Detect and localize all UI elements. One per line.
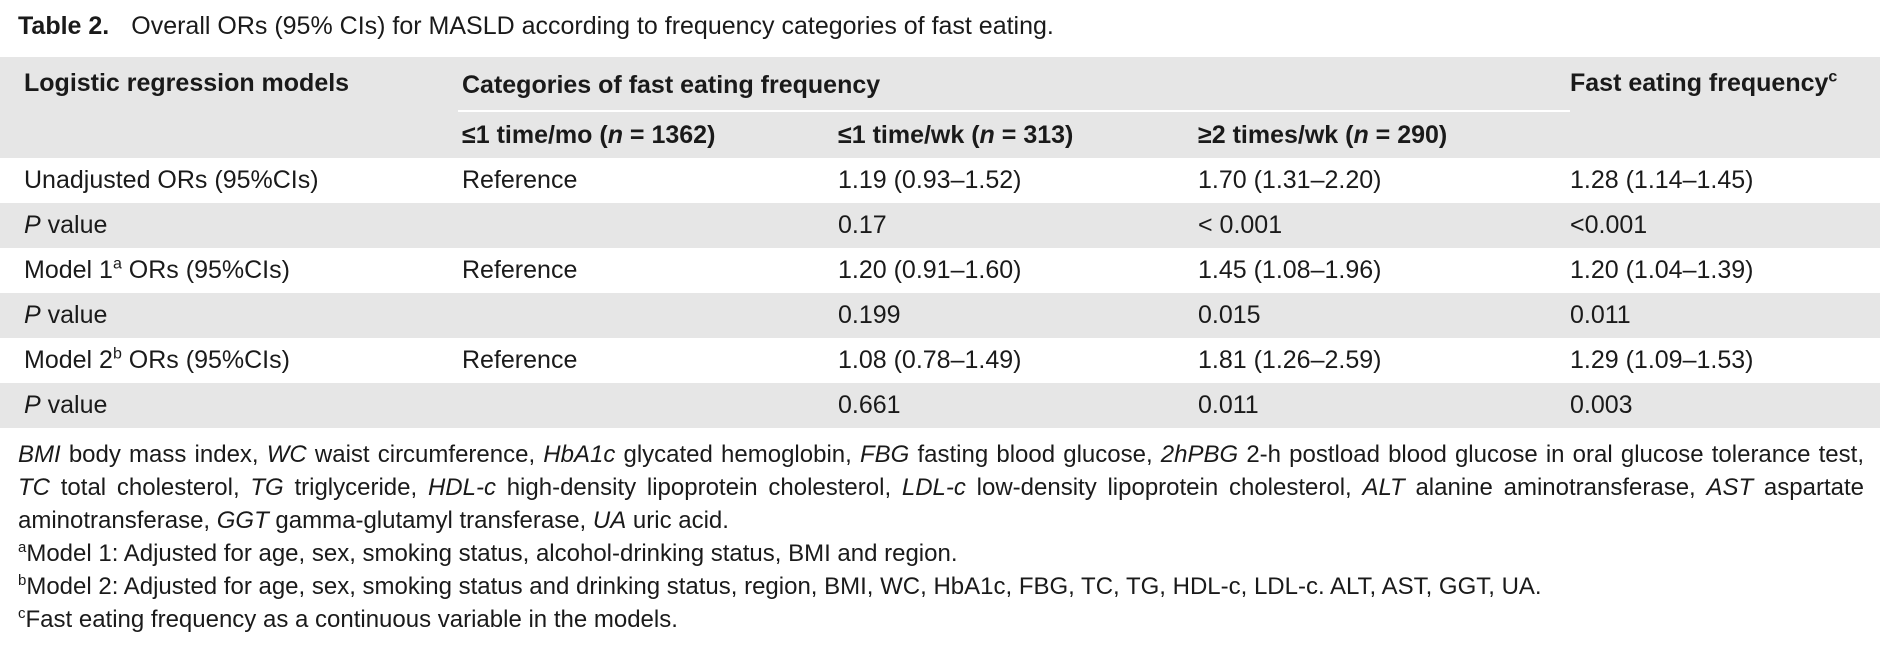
abbreviation-definition: fasting blood glucose,	[909, 441, 1161, 468]
abbreviation: LDL-c	[901, 474, 966, 501]
abbreviation-definition: total cholesterol,	[50, 474, 251, 501]
abbreviations-paragraph: BMI body mass index, WC waist circumfere…	[18, 438, 1864, 537]
cell-c5: 0.003	[1570, 391, 1633, 419]
header-row-1: Logistic regression models Categories of…	[0, 57, 1880, 113]
abbreviation-definition: gamma-glutamyl transferase,	[268, 507, 593, 534]
cell-c3: 0.17	[838, 211, 887, 239]
row-label: P value	[24, 301, 108, 329]
abbreviation-definition: low-density lipoprotein cholesterol,	[965, 474, 1363, 501]
cell-c5: 1.20 (1.04–1.39)	[1570, 256, 1754, 284]
cell-c2: Reference	[462, 166, 578, 194]
cell-c4: 1.70 (1.31–2.20)	[1198, 166, 1382, 194]
cell-c2: Reference	[462, 346, 578, 374]
abbreviation-definition: triglyceride,	[283, 474, 428, 501]
header-frequency: Fast eating frequencyc	[1570, 68, 1838, 97]
cell-c4: 0.011	[1198, 391, 1259, 419]
results-table: Logistic regression models Categories of…	[0, 57, 1880, 428]
abbreviation: AST	[1706, 474, 1754, 501]
abbreviation: GGT	[216, 507, 269, 534]
abbreviation: HDL-c	[427, 474, 496, 501]
abbreviation-definition: body mass index,	[60, 441, 267, 468]
abbreviation-definition: high-density lipoprotein cholesterol,	[495, 474, 902, 501]
table-body: Unadjusted ORs (95%CIs) Reference 1.19 (0.…	[0, 158, 1880, 428]
table-row: P value 0.199 0.015 0.011	[0, 293, 1880, 338]
row-label: P value	[24, 391, 108, 419]
abbreviation: 2hPBG	[1160, 441, 1239, 468]
abbreviation-definition: waist circumference,	[306, 441, 544, 468]
results-table-container: Logistic regression models Categories of…	[0, 57, 1880, 428]
table-row: P value 0.17 < 0.001 <0.001	[0, 203, 1880, 248]
footnote: bModel 2: Adjusted for age, sex, smoking…	[18, 572, 1542, 600]
table-title: Overall ORs (95% CIs) for MASLD accordin…	[131, 12, 1054, 40]
abbreviation: TC	[18, 474, 50, 501]
cell-c2	[458, 203, 838, 248]
cell-c5: 1.28 (1.14–1.45)	[1570, 166, 1754, 194]
header-sub-twice-weekly: ≥2 times/wk (n = 290)	[1198, 121, 1448, 149]
footnote: aModel 1: Adjusted for age, sex, smoking…	[18, 539, 958, 567]
cell-c3: 0.199	[838, 301, 901, 329]
row-label: Unadjusted ORs (95%CIs)	[24, 166, 319, 194]
cell-c3: 1.08 (0.78–1.49)	[838, 346, 1022, 374]
abbreviation: WC	[266, 441, 307, 468]
table-row: P value 0.661 0.011 0.003	[0, 383, 1880, 428]
cell-c4: 1.81 (1.26–2.59)	[1198, 346, 1382, 374]
abbreviation-definition: aspartate aminotransferase,	[18, 474, 1864, 534]
table-row: Model 2b ORs (95%CIs) Reference 1.08 (0.78…	[0, 338, 1880, 383]
abbreviation-definition: alanine aminotransferase,	[1404, 474, 1707, 501]
header-sub-weekly: ≤1 time/wk (n = 313)	[838, 121, 1074, 149]
cell-c5: 1.29 (1.09–1.53)	[1570, 346, 1754, 374]
table-row: Model 1a ORs (95%CIs) Reference 1.20 (0.91…	[0, 248, 1880, 293]
cell-c4: < 0.001	[1198, 211, 1283, 239]
footnote: cFast eating frequency as a continuous v…	[18, 605, 678, 633]
header-models: Logistic regression models	[24, 69, 350, 97]
abbreviation-definition: glycated hemoglobin,	[615, 441, 860, 468]
row-label: Model 2b ORs (95%CIs)	[24, 345, 290, 374]
cell-c3: 1.19 (0.93–1.52)	[838, 166, 1022, 194]
cell-c5: 0.011	[1570, 301, 1631, 329]
table-label: Table 2.	[18, 12, 110, 40]
cell-c2	[458, 293, 838, 338]
cell-c2: Reference	[462, 256, 578, 284]
abbreviation: HbA1c	[543, 441, 616, 468]
footnotes: aModel 1: Adjusted for age, sex, smoking…	[18, 537, 1864, 636]
abbreviation: BMI	[18, 441, 61, 468]
abbreviation: UA	[592, 507, 627, 534]
abbreviation: TG	[250, 474, 284, 501]
row-label: P value	[24, 211, 108, 239]
abbreviation: ALT	[1362, 474, 1405, 501]
table-notes: BMI body mass index, WC waist circumfere…	[18, 438, 1864, 636]
abbreviation-definition: 2-h postload blood glucose in oral gluco…	[1238, 441, 1864, 468]
abbreviation: FBG	[859, 441, 910, 468]
cell-c4: 0.015	[1198, 301, 1261, 329]
cell-c3: 1.20 (0.91–1.60)	[838, 256, 1022, 284]
cell-c3: 0.661	[838, 391, 901, 419]
header-categories-group: Categories of fast eating frequency	[458, 57, 1570, 113]
abbreviation-definition: uric acid.	[626, 507, 729, 534]
header-sub-monthly: ≤1 time/mo (n = 1362)	[462, 121, 716, 149]
cell-c2	[458, 383, 838, 428]
table-caption: Table 2. Overall ORs (95% CIs) for MASLD …	[18, 6, 1054, 46]
cell-c5: <0.001	[1570, 211, 1648, 239]
row-label: Model 1a ORs (95%CIs)	[24, 255, 290, 284]
table-row: Unadjusted ORs (95%CIs) Reference 1.19 (0.…	[0, 158, 1880, 203]
cell-c4: 1.45 (1.08–1.96)	[1198, 256, 1382, 284]
